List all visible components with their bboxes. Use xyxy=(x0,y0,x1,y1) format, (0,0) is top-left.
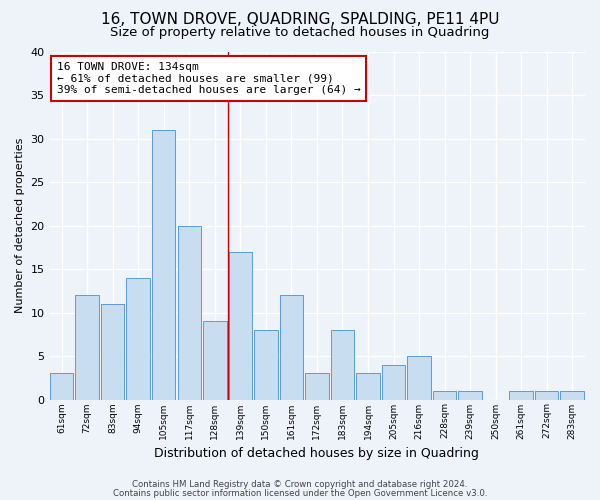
Bar xyxy=(101,304,124,400)
Bar xyxy=(178,226,201,400)
Bar xyxy=(76,295,99,400)
Bar xyxy=(535,391,559,400)
Bar xyxy=(356,374,380,400)
X-axis label: Distribution of detached houses by size in Quadring: Distribution of detached houses by size … xyxy=(154,447,479,460)
Bar xyxy=(382,364,405,400)
Bar xyxy=(280,295,303,400)
Bar xyxy=(433,391,457,400)
Bar xyxy=(152,130,175,400)
Bar xyxy=(407,356,431,400)
Bar xyxy=(331,330,354,400)
Bar xyxy=(127,278,150,400)
Text: Size of property relative to detached houses in Quadring: Size of property relative to detached ho… xyxy=(110,26,490,39)
Y-axis label: Number of detached properties: Number of detached properties xyxy=(15,138,25,313)
Text: 16 TOWN DROVE: 134sqm
← 61% of detached houses are smaller (99)
39% of semi-deta: 16 TOWN DROVE: 134sqm ← 61% of detached … xyxy=(57,62,361,95)
Bar xyxy=(458,391,482,400)
Bar xyxy=(305,374,329,400)
Bar xyxy=(203,321,227,400)
Text: Contains public sector information licensed under the Open Government Licence v3: Contains public sector information licen… xyxy=(113,488,487,498)
Text: 16, TOWN DROVE, QUADRING, SPALDING, PE11 4PU: 16, TOWN DROVE, QUADRING, SPALDING, PE11… xyxy=(101,12,499,28)
Bar xyxy=(560,391,584,400)
Bar xyxy=(50,374,73,400)
Bar xyxy=(229,252,252,400)
Bar xyxy=(509,391,533,400)
Bar xyxy=(254,330,278,400)
Text: Contains HM Land Registry data © Crown copyright and database right 2024.: Contains HM Land Registry data © Crown c… xyxy=(132,480,468,489)
